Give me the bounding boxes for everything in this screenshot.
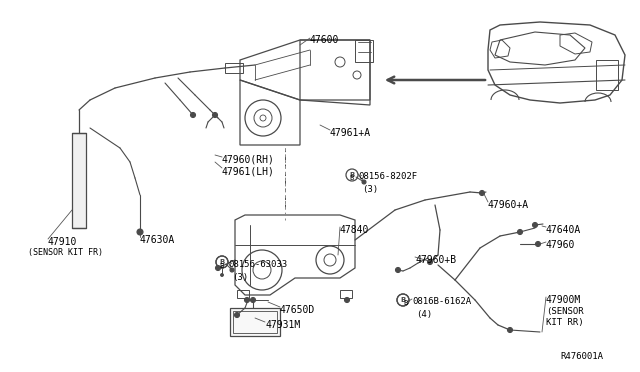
Bar bbox=[340, 290, 352, 298]
Circle shape bbox=[536, 241, 541, 247]
Text: (4): (4) bbox=[416, 310, 432, 319]
Text: 47630A: 47630A bbox=[140, 235, 175, 245]
Circle shape bbox=[344, 298, 349, 302]
Text: B: B bbox=[350, 175, 354, 181]
Circle shape bbox=[401, 298, 404, 301]
Circle shape bbox=[250, 298, 255, 302]
Text: 47910: 47910 bbox=[48, 237, 77, 247]
Circle shape bbox=[230, 268, 234, 272]
Circle shape bbox=[191, 112, 195, 118]
Circle shape bbox=[479, 190, 484, 196]
Text: B: B bbox=[220, 259, 225, 265]
Circle shape bbox=[518, 230, 522, 234]
Circle shape bbox=[396, 267, 401, 273]
Text: 47960+A: 47960+A bbox=[488, 200, 529, 210]
Text: 0816B-6162A: 0816B-6162A bbox=[412, 297, 471, 306]
Text: B: B bbox=[401, 297, 406, 303]
Text: 47600: 47600 bbox=[310, 35, 339, 45]
Text: R476001A: R476001A bbox=[560, 352, 603, 361]
Text: (3): (3) bbox=[362, 185, 378, 194]
Bar bbox=[230, 308, 280, 336]
Text: 47931M: 47931M bbox=[265, 320, 300, 330]
Text: (SENSOR: (SENSOR bbox=[546, 307, 584, 316]
Circle shape bbox=[137, 229, 143, 235]
Text: 47961+A: 47961+A bbox=[330, 128, 371, 138]
Bar bbox=[225, 63, 243, 73]
Text: B: B bbox=[349, 172, 355, 178]
Text: 47840: 47840 bbox=[340, 225, 369, 235]
Text: 47650D: 47650D bbox=[280, 305, 316, 315]
Text: B: B bbox=[404, 300, 408, 306]
Bar bbox=[355, 40, 373, 62]
Text: (SENSOR KIT FR): (SENSOR KIT FR) bbox=[28, 248, 103, 257]
Text: (3): (3) bbox=[232, 273, 248, 282]
Circle shape bbox=[220, 260, 224, 264]
Bar bbox=[72, 133, 86, 228]
Bar bbox=[233, 311, 277, 333]
Text: KIT RR): KIT RR) bbox=[546, 318, 584, 327]
Bar bbox=[237, 290, 249, 298]
Circle shape bbox=[216, 266, 221, 270]
Text: 47900M: 47900M bbox=[546, 295, 581, 305]
Bar bbox=[596, 60, 618, 90]
Text: 47960+B: 47960+B bbox=[415, 255, 456, 265]
Text: 08156-8202F: 08156-8202F bbox=[358, 172, 417, 181]
Text: 47960: 47960 bbox=[546, 240, 575, 250]
Text: 08156-63033: 08156-63033 bbox=[228, 260, 287, 269]
Text: 47960(RH): 47960(RH) bbox=[222, 155, 275, 165]
Circle shape bbox=[532, 222, 538, 228]
Text: 47961(LH): 47961(LH) bbox=[222, 166, 275, 176]
Circle shape bbox=[428, 260, 433, 264]
Circle shape bbox=[234, 312, 239, 317]
Text: B: B bbox=[220, 263, 224, 269]
Circle shape bbox=[212, 112, 218, 118]
Circle shape bbox=[508, 327, 513, 333]
Text: 47640A: 47640A bbox=[546, 225, 581, 235]
Circle shape bbox=[362, 180, 366, 184]
Circle shape bbox=[221, 273, 223, 276]
Circle shape bbox=[244, 298, 250, 302]
